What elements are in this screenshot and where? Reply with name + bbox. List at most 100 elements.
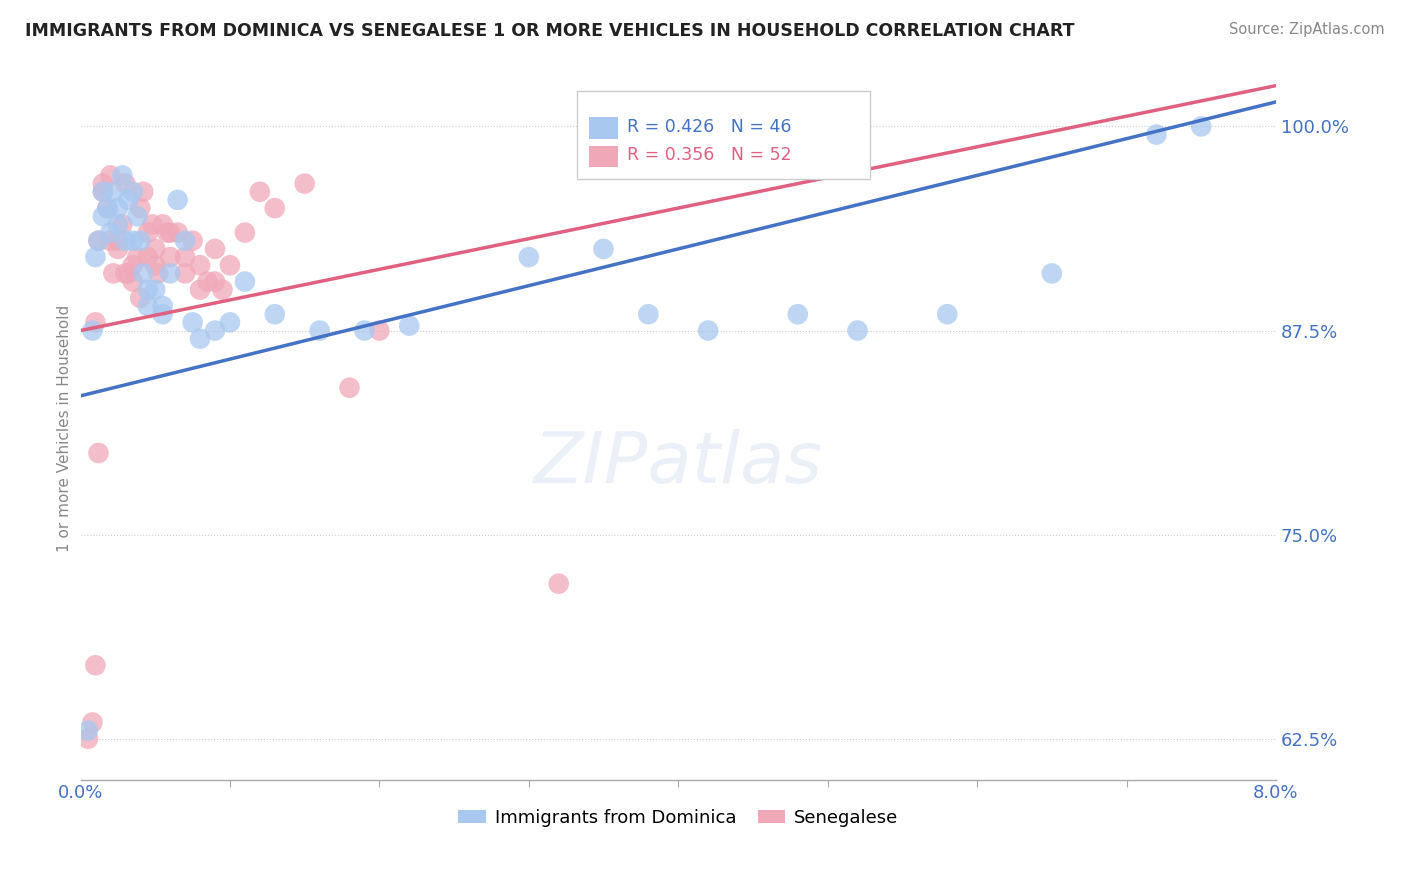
Point: [129, 234, 152, 248]
FancyBboxPatch shape: [576, 92, 869, 179]
Point: [107, 234, 129, 248]
Point: [846, 324, 869, 338]
Text: R = 0.356   N = 52: R = 0.356 N = 52: [627, 145, 792, 163]
Point: [121, 185, 143, 199]
Point: [121, 234, 143, 248]
Point: [87, 446, 110, 460]
Legend: Immigrants from Dominica, Senegalese: Immigrants from Dominica, Senegalese: [451, 801, 905, 834]
Point: [152, 218, 174, 232]
Point: [100, 234, 122, 248]
Point: [159, 266, 181, 280]
Point: [786, 307, 808, 321]
Point: [637, 307, 659, 321]
Point: [249, 185, 271, 199]
Point: [204, 275, 226, 289]
Point: [107, 201, 129, 215]
Point: [121, 258, 143, 272]
Point: [936, 307, 959, 321]
FancyBboxPatch shape: [589, 118, 619, 138]
Point: [233, 275, 256, 289]
Text: Source: ZipAtlas.com: Source: ZipAtlas.com: [1229, 22, 1385, 37]
Point: [204, 324, 226, 338]
Point: [136, 299, 159, 313]
Point: [136, 283, 159, 297]
Point: [263, 201, 285, 215]
Point: [547, 576, 569, 591]
Y-axis label: 1 or more Vehicles in Household: 1 or more Vehicles in Household: [58, 305, 72, 552]
Point: [117, 266, 139, 280]
Point: [91, 185, 114, 199]
Point: [263, 307, 285, 321]
Point: [103, 266, 125, 280]
FancyBboxPatch shape: [589, 145, 619, 167]
Point: [127, 209, 149, 223]
Point: [77, 723, 100, 738]
Point: [127, 250, 149, 264]
Point: [174, 266, 197, 280]
Point: [294, 177, 316, 191]
Point: [188, 283, 211, 297]
Point: [117, 193, 139, 207]
Point: [91, 177, 114, 191]
Point: [308, 324, 330, 338]
Point: [82, 715, 104, 730]
Point: [84, 658, 107, 673]
Point: [211, 283, 233, 297]
Point: [121, 275, 143, 289]
Point: [84, 250, 107, 264]
Point: [107, 242, 129, 256]
Point: [159, 250, 181, 264]
Point: [100, 226, 122, 240]
Point: [96, 201, 118, 215]
Text: ZIPatlas: ZIPatlas: [534, 429, 823, 498]
Text: IMMIGRANTS FROM DOMINICA VS SENEGALESE 1 OR MORE VEHICLES IN HOUSEHOLD CORRELATI: IMMIGRANTS FROM DOMINICA VS SENEGALESE 1…: [25, 22, 1074, 40]
Point: [181, 315, 204, 329]
Point: [181, 234, 204, 248]
Point: [103, 185, 125, 199]
Point: [697, 324, 720, 338]
Point: [1144, 128, 1167, 142]
Point: [111, 169, 134, 183]
Point: [368, 324, 391, 338]
Point: [174, 234, 197, 248]
Point: [132, 266, 155, 280]
Point: [136, 226, 159, 240]
Point: [129, 291, 152, 305]
Point: [107, 218, 129, 232]
Point: [132, 185, 155, 199]
Point: [84, 315, 107, 329]
Point: [592, 242, 614, 256]
Point: [111, 218, 134, 232]
Point: [129, 201, 152, 215]
Point: [353, 324, 375, 338]
Point: [219, 258, 242, 272]
Point: [141, 218, 163, 232]
Point: [152, 299, 174, 313]
Point: [87, 234, 110, 248]
Text: R = 0.426   N = 46: R = 0.426 N = 46: [627, 118, 792, 136]
Point: [204, 242, 226, 256]
Point: [143, 283, 166, 297]
Point: [159, 226, 181, 240]
Point: [114, 177, 136, 191]
Point: [188, 258, 211, 272]
Point: [136, 250, 159, 264]
Point: [233, 226, 256, 240]
Point: [517, 250, 540, 264]
Point: [96, 201, 118, 215]
Point: [114, 234, 136, 248]
Point: [143, 258, 166, 272]
Point: [91, 209, 114, 223]
Point: [77, 731, 100, 746]
Point: [1189, 120, 1212, 134]
Point: [91, 185, 114, 199]
Point: [143, 242, 166, 256]
Point: [166, 226, 188, 240]
Point: [339, 381, 361, 395]
Point: [197, 275, 219, 289]
Point: [166, 193, 188, 207]
Point: [152, 307, 174, 321]
Point: [188, 332, 211, 346]
Point: [82, 324, 104, 338]
Point: [1040, 266, 1063, 280]
